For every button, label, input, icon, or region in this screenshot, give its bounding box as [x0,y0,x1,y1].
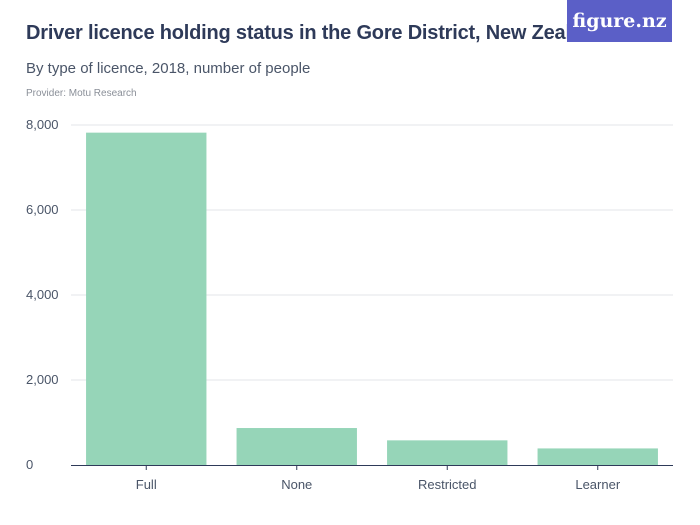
bars [86,132,658,465]
figure-nz-logo[interactable]: figure.nz [567,0,672,42]
provider-label: Provider: Motu Research [26,88,137,99]
chart-subtitle: By type of licence, 2018, number of peop… [26,60,311,77]
x-tick-label: Learner [575,477,620,492]
x-tick-label: None [281,477,312,492]
y-tick-label: 8,000 [26,117,59,132]
chart-title: Driver licence holding status in the Gor… [26,22,606,44]
y-axis-ticks: 0 2,000 4,000 6,000 8,000 [26,117,59,472]
bar-full[interactable] [86,132,207,465]
bar-none[interactable] [236,428,357,465]
x-axis-labels: Full None Restricted Learner [136,465,621,492]
logo-text: figure.nz [572,10,667,32]
bar-restricted[interactable] [387,440,508,465]
y-tick-label: 4,000 [26,287,59,302]
y-tick-label: 0 [26,457,33,472]
bar-learner[interactable] [537,448,658,465]
x-tick-label: Restricted [418,477,477,492]
x-tick-label: Full [136,477,157,492]
y-tick-label: 2,000 [26,372,59,387]
y-tick-label: 6,000 [26,202,59,217]
